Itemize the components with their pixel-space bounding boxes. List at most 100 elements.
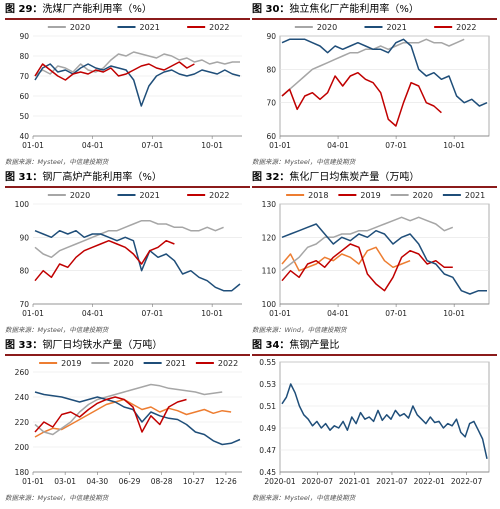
legend-label: 2022 bbox=[456, 23, 476, 32]
series-line bbox=[34, 229, 241, 292]
figure-number: 图 31： bbox=[5, 172, 43, 183]
chart-title-text: 焦化厂日均焦炭产量（万吨） bbox=[289, 172, 420, 183]
y-tick-label: 70 bbox=[266, 99, 276, 108]
series-line bbox=[34, 239, 175, 282]
chart-title: 图 33：钢厂日均铁水产量（万吨） bbox=[5, 338, 250, 354]
y-tick-label: 120 bbox=[262, 233, 277, 242]
title-rule bbox=[5, 354, 250, 356]
x-tick-label: 03-01 bbox=[54, 477, 76, 486]
plot-frame bbox=[279, 203, 490, 305]
series-line bbox=[34, 63, 241, 107]
y-tick-label: 70 bbox=[19, 72, 29, 81]
legend-label: 2020 bbox=[70, 23, 90, 32]
source-note: 数据来源：Mysteel，中信建投期货 bbox=[252, 494, 356, 502]
legend-label: 2021 bbox=[140, 191, 160, 200]
figure-number: 图 34： bbox=[252, 340, 290, 351]
figure-number: 图 29： bbox=[5, 4, 43, 15]
x-tick-label: 07-01 bbox=[142, 309, 164, 318]
series-line bbox=[34, 398, 232, 438]
chart-title-text: 独立焦化厂产能利用率（%） bbox=[289, 4, 419, 15]
chart-panel-30: 图 30：独立焦化厂产能利用率（%） 60 70 80 90 01-01 04-01 07-… bbox=[252, 2, 497, 172]
source-note: 数据来源：Wind，中信建投期货 bbox=[252, 326, 347, 334]
series-line bbox=[34, 383, 223, 436]
y-tick-label: 40 bbox=[19, 132, 29, 141]
chart-title-text: 焦钢产量比 bbox=[289, 340, 340, 351]
y-tick-label: 90 bbox=[19, 233, 29, 242]
figure-number: 图 33： bbox=[5, 340, 43, 351]
x-tick-label: 01-01 bbox=[22, 141, 44, 150]
series-line bbox=[281, 243, 453, 292]
chart-title-text: 钢厂日均铁水产量（万吨） bbox=[42, 340, 163, 351]
chart-title: 图 34：焦钢产量比 bbox=[252, 338, 497, 354]
x-tick-label: 10-01 bbox=[201, 141, 223, 150]
y-tick-label: 240 bbox=[15, 393, 30, 402]
y-tick-label: 80 bbox=[266, 65, 276, 74]
source-note: 数据来源：Mysteel，中信建投期货 bbox=[5, 494, 109, 502]
x-tick-label: 07-01 bbox=[385, 309, 407, 318]
legend-label: 2022 bbox=[218, 359, 238, 368]
legend-label: 2019 bbox=[61, 359, 81, 368]
series-line bbox=[34, 61, 195, 81]
chart-title: 图 29：洗煤厂产能利用率（%） bbox=[5, 2, 250, 18]
legend-label: 2021 bbox=[465, 191, 485, 200]
series-line bbox=[281, 223, 487, 295]
x-tick-label: 2022-07 bbox=[451, 477, 483, 486]
y-tick-label: 0.55 bbox=[259, 358, 276, 367]
series-line bbox=[281, 383, 488, 459]
chart-panel-31: 图 31：钢厂高炉产能利用率（%） 70 80 90 100 01-01 04-01 07-… bbox=[5, 170, 250, 340]
x-tick-label: 01-01 bbox=[269, 141, 291, 150]
series-line bbox=[34, 219, 224, 259]
y-tick-label: 200 bbox=[15, 443, 30, 452]
legend-label: 2020 bbox=[317, 23, 337, 32]
y-tick-label: 0.53 bbox=[259, 380, 276, 389]
y-tick-label: 90 bbox=[266, 32, 276, 41]
x-tick-label: 01-01 bbox=[22, 477, 44, 486]
chart-panel-34: 图 34：焦钢产量比 0.45 0.47 0.49 0.51 0.53 0.55 2020-… bbox=[252, 338, 497, 508]
legend-label: 2019 bbox=[360, 191, 380, 200]
legend-label: 2021 bbox=[387, 23, 407, 32]
chart-panel-29: 图 29：洗煤厂产能利用率（%） 40 50 60 70 80 90 01-01 04-01 0… bbox=[5, 2, 250, 172]
y-tick-label: 220 bbox=[15, 418, 30, 427]
y-tick-label: 80 bbox=[19, 52, 29, 61]
x-tick-label: 2022-01 bbox=[414, 477, 446, 486]
x-tick-label: 04-01 bbox=[327, 141, 349, 150]
legend-label: 2022 bbox=[209, 191, 229, 200]
title-rule bbox=[5, 18, 250, 20]
series-line bbox=[281, 71, 442, 127]
title-rule bbox=[252, 186, 497, 188]
chart-title: 图 31：钢厂高炉产能利用率（%） bbox=[5, 170, 250, 186]
y-tick-label: 60 bbox=[266, 132, 276, 141]
y-tick-label: 60 bbox=[19, 92, 29, 101]
chart-title-text: 洗煤厂产能利用率（%） bbox=[42, 4, 152, 15]
x-tick-label: 2020-07 bbox=[302, 477, 334, 486]
chart-title: 图 30：独立焦化厂产能利用率（%） bbox=[252, 2, 497, 18]
x-tick-label: 04-01 bbox=[82, 141, 104, 150]
series-line bbox=[34, 51, 240, 77]
x-tick-label: 2021-01 bbox=[339, 477, 371, 486]
x-tick-label: 12-26 bbox=[215, 477, 237, 486]
line-chart: 60 70 80 90 01-01 04-01 07-01 10-01 2020 2021 2022 bbox=[266, 23, 490, 150]
x-tick-label: 04-01 bbox=[82, 309, 104, 318]
series-line bbox=[34, 391, 241, 446]
legend-label: 2020 bbox=[413, 191, 433, 200]
legend-label: 2020 bbox=[113, 359, 133, 368]
legend-label: 2021 bbox=[166, 359, 186, 368]
y-tick-label: 70 bbox=[19, 300, 29, 309]
x-tick-label: 01-01 bbox=[269, 309, 291, 318]
legend-label: 2021 bbox=[140, 23, 160, 32]
line-chart: 180 200 220 240 260 01-01 03-01 04-30 06-29 08-28… bbox=[15, 359, 242, 486]
y-tick-label: 0.45 bbox=[259, 468, 276, 477]
y-tick-label: 180 bbox=[15, 468, 30, 477]
x-tick-label: 2020-01 bbox=[264, 477, 296, 486]
y-tick-label: 80 bbox=[19, 267, 29, 276]
chart-panel-33: 图 33：钢厂日均铁水产量（万吨） 180 200 220 240 260 01-01 03… bbox=[5, 338, 250, 508]
legend-label: 2022 bbox=[209, 23, 229, 32]
x-tick-label: 04-30 bbox=[86, 477, 108, 486]
x-tick-label: 10-01 bbox=[443, 309, 465, 318]
x-tick-label: 10-01 bbox=[201, 309, 223, 318]
source-note: 数据来源：Mysteel，中信建投期货 bbox=[5, 326, 109, 334]
y-tick-label: 100 bbox=[15, 200, 30, 209]
y-tick-label: 0.51 bbox=[259, 402, 276, 411]
series-line bbox=[281, 38, 488, 107]
y-tick-label: 0.47 bbox=[259, 446, 276, 455]
